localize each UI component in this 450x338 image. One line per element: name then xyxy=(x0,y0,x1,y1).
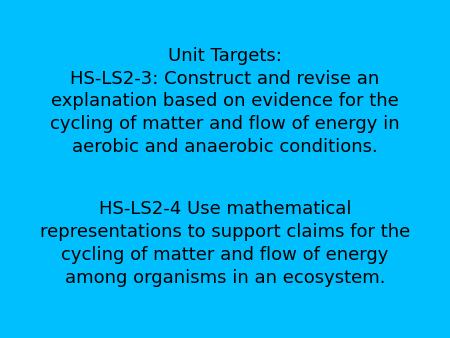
Text: Unit Targets:
HS-LS2-3: Construct and revise an
explanation based on evidence fo: Unit Targets: HS-LS2-3: Construct and re… xyxy=(50,47,400,156)
Text: HS-LS2-4 Use mathematical
representations to support claims for the
cycling of m: HS-LS2-4 Use mathematical representation… xyxy=(40,200,410,287)
